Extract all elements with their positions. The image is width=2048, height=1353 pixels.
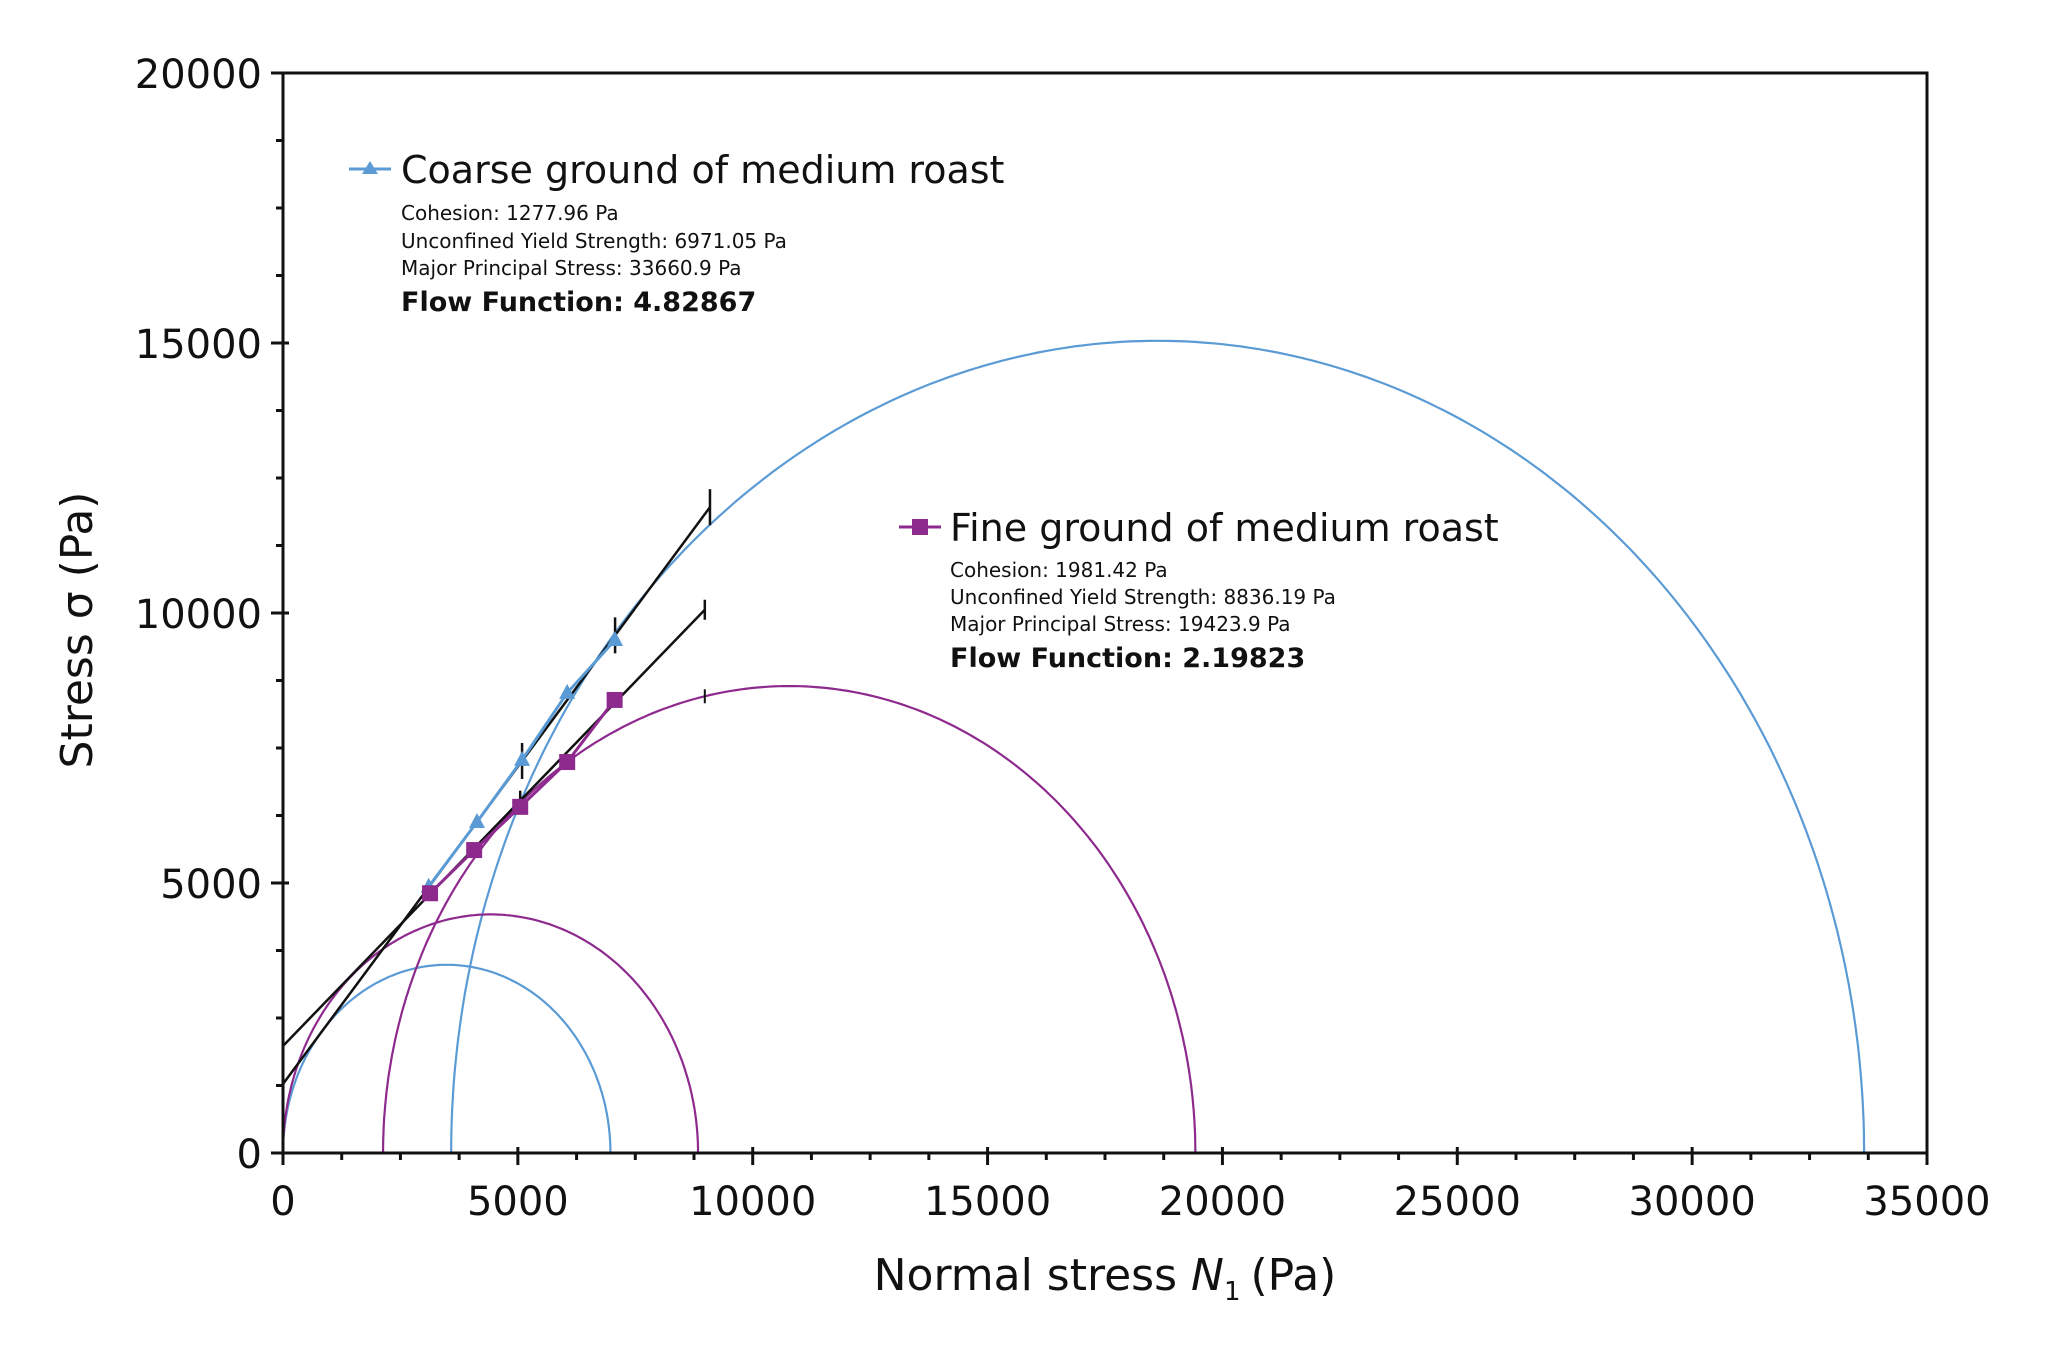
x-tick-label: 20000 (1159, 1179, 1286, 1225)
legend-fine-cohesion: Cohesion: 1981.42 Pa (950, 558, 1168, 582)
x-tick-label: 35000 (1863, 1179, 1990, 1225)
x-tick-label: 10000 (689, 1179, 816, 1225)
legend-coarse-uys: Unconfined Yield Strength: 6971.05 Pa (401, 229, 787, 253)
legend-coarse-cohesion: Cohesion: 1277.96 Pa (401, 201, 619, 225)
y-tick-label: 10000 (135, 592, 262, 638)
legend-fine-title: Fine ground of medium roast (950, 506, 1499, 550)
data-point-square (559, 754, 576, 771)
legend-fine-flow-function: Flow Function: 2.19823 (950, 643, 1305, 674)
y-tick-label: 5000 (160, 862, 262, 908)
x-tick-label: 25000 (1394, 1179, 1521, 1225)
data-point-triangle (559, 683, 576, 699)
legend-fine-uys: Unconfined Yield Strength: 8836.19 Pa (950, 585, 1336, 609)
x-axis-title: Normal stress N1 (Pa) (874, 1250, 1337, 1307)
legend-coarse-triangle-icon (362, 161, 378, 174)
data-point-square (512, 798, 529, 815)
legend-fine: Fine ground of medium roast Cohesion: 19… (899, 506, 1499, 674)
data-point-square (606, 691, 623, 708)
legend-coarse: Coarse ground of medium roast Cohesion: … (349, 148, 1004, 318)
x-tick-label: 5000 (467, 1179, 569, 1225)
x-tick-label: 15000 (924, 1179, 1051, 1225)
mohr-circle-1-0 (281, 913, 700, 1153)
data-point-triangle (607, 631, 624, 646)
yield-locus-1 (282, 608, 706, 1047)
y-tick-label: 0 (237, 1132, 262, 1178)
mohr-circle-0-0 (281, 963, 612, 1153)
x-tick-label: 0 (270, 1179, 295, 1225)
data-point-triangle (514, 750, 531, 766)
legend-coarse-title: Coarse ground of medium roast (401, 148, 1004, 192)
legend-fine-square-icon (912, 519, 928, 535)
data-point-square (466, 842, 483, 859)
legend-coarse-mps: Major Principal Stress: 33660.9 Pa (401, 256, 742, 280)
mohr-circle-0-1 (450, 339, 1866, 1154)
mohr-circle-1-1 (381, 685, 1197, 1154)
y-axis-title: Stress σ (Pa) (52, 492, 103, 769)
tick-marks (271, 71, 1929, 1165)
tick-labels: 0 5000 10000 15000 20000 25000 30000 35000 0 5000… (135, 52, 1991, 1225)
mohr-circles (281, 339, 1866, 1154)
legend-fine-mps: Major Principal Stress: 19423.9 Pa (950, 612, 1291, 636)
y-tick-label: 20000 (135, 52, 262, 98)
data-point-square (422, 885, 439, 902)
legend-coarse-flow-function: Flow Function: 4.82867 (401, 287, 756, 318)
y-tick-label: 15000 (135, 322, 262, 368)
x-tick-label: 30000 (1629, 1179, 1756, 1225)
data-markers (420, 631, 624, 902)
data-point-triangle (468, 812, 485, 828)
